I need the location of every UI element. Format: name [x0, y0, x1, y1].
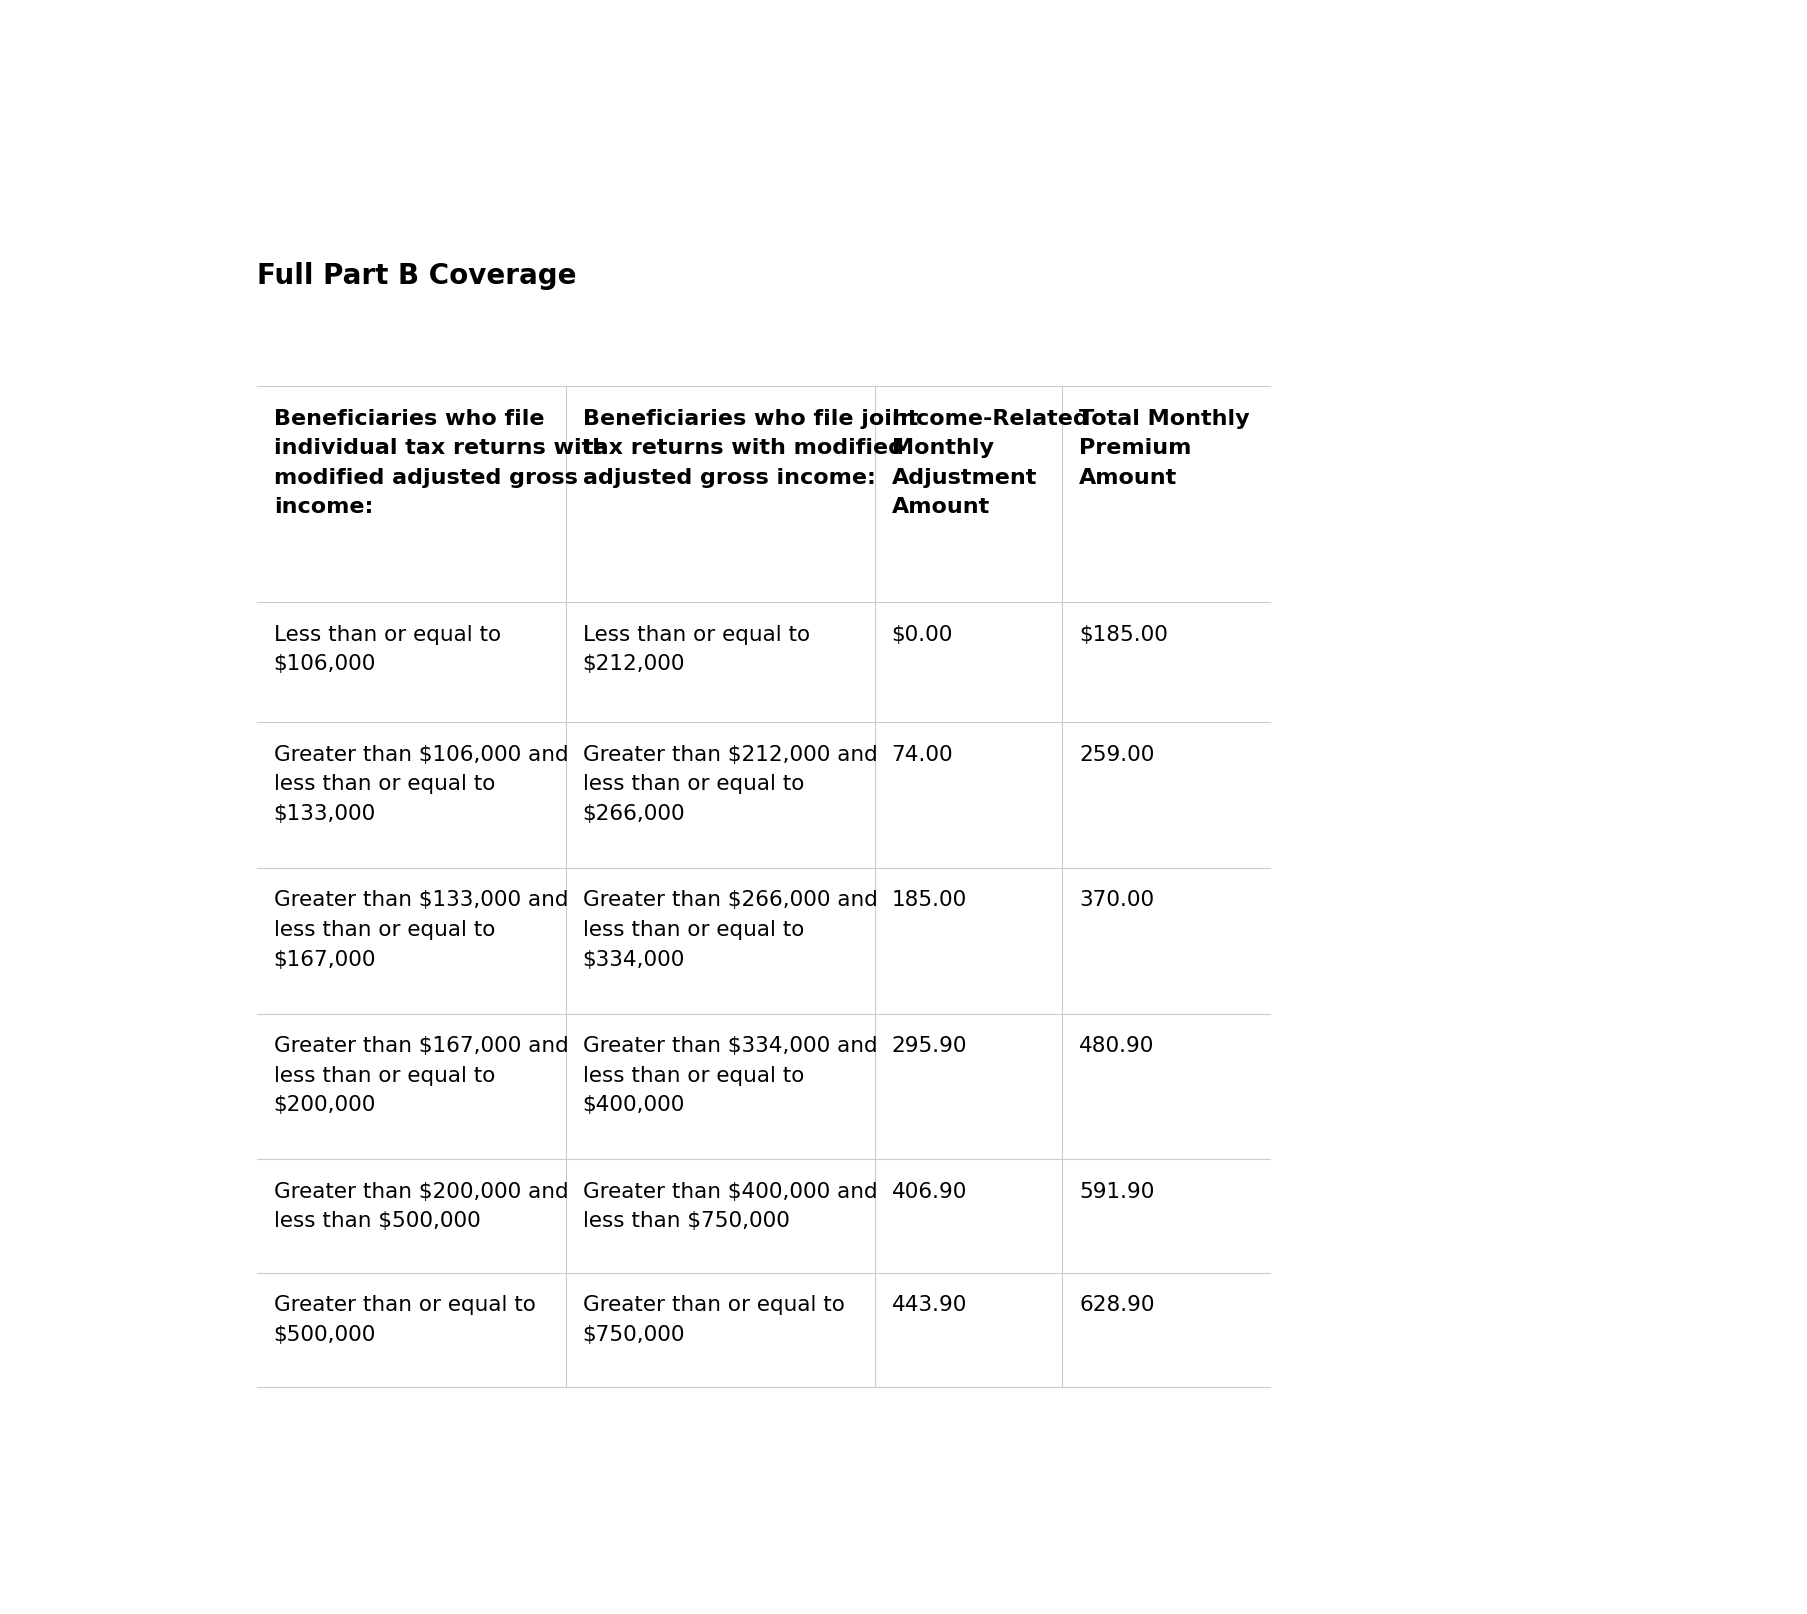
Text: Beneficiaries who file
individual tax returns with
modified adjusted gross
incom: Beneficiaries who file individual tax re…	[273, 408, 607, 518]
Text: 370.00: 370.00	[1079, 891, 1153, 910]
Text: $185.00: $185.00	[1079, 625, 1167, 646]
Text: 295.90: 295.90	[891, 1036, 967, 1056]
Text: 443.90: 443.90	[891, 1296, 967, 1315]
Text: Greater than $200,000 and
less than $500,000: Greater than $200,000 and less than $500…	[273, 1181, 567, 1231]
Text: Greater than $212,000 and
less than or equal to
$266,000: Greater than $212,000 and less than or e…	[582, 744, 876, 823]
Text: Greater than $400,000 and
less than $750,000: Greater than $400,000 and less than $750…	[582, 1181, 876, 1231]
Text: 406.90: 406.90	[891, 1181, 967, 1202]
Text: Less than or equal to
$212,000: Less than or equal to $212,000	[582, 625, 810, 675]
Text: 185.00: 185.00	[891, 891, 967, 910]
Text: Less than or equal to
$106,000: Less than or equal to $106,000	[273, 625, 501, 675]
Text: Greater than $106,000 and
less than or equal to
$133,000: Greater than $106,000 and less than or e…	[273, 744, 567, 823]
Text: Greater than $266,000 and
less than or equal to
$334,000: Greater than $266,000 and less than or e…	[582, 891, 876, 970]
Text: 628.90: 628.90	[1079, 1296, 1155, 1315]
Text: Greater than or equal to
$750,000: Greater than or equal to $750,000	[582, 1296, 844, 1344]
Text: Full Part B Coverage: Full Part B Coverage	[257, 261, 576, 291]
Text: 591.90: 591.90	[1079, 1181, 1153, 1202]
Text: Greater than or equal to
$500,000: Greater than or equal to $500,000	[273, 1296, 535, 1344]
Text: 259.00: 259.00	[1079, 744, 1153, 765]
Text: Greater than $133,000 and
less than or equal to
$167,000: Greater than $133,000 and less than or e…	[273, 891, 567, 970]
Text: Greater than $334,000 and
less than or equal to
$400,000: Greater than $334,000 and less than or e…	[582, 1036, 876, 1115]
Text: 480.90: 480.90	[1079, 1036, 1153, 1056]
Text: $0.00: $0.00	[891, 625, 952, 646]
Text: Beneficiaries who file joint
tax returns with modified
adjusted gross income:: Beneficiaries who file joint tax returns…	[582, 408, 918, 487]
Text: Greater than $167,000 and
less than or equal to
$200,000: Greater than $167,000 and less than or e…	[273, 1036, 567, 1115]
Text: 74.00: 74.00	[891, 744, 952, 765]
Text: Total Monthly
Premium
Amount: Total Monthly Premium Amount	[1079, 408, 1249, 487]
Text: Income-Related
Monthly
Adjustment
Amount: Income-Related Monthly Adjustment Amount	[891, 408, 1088, 518]
